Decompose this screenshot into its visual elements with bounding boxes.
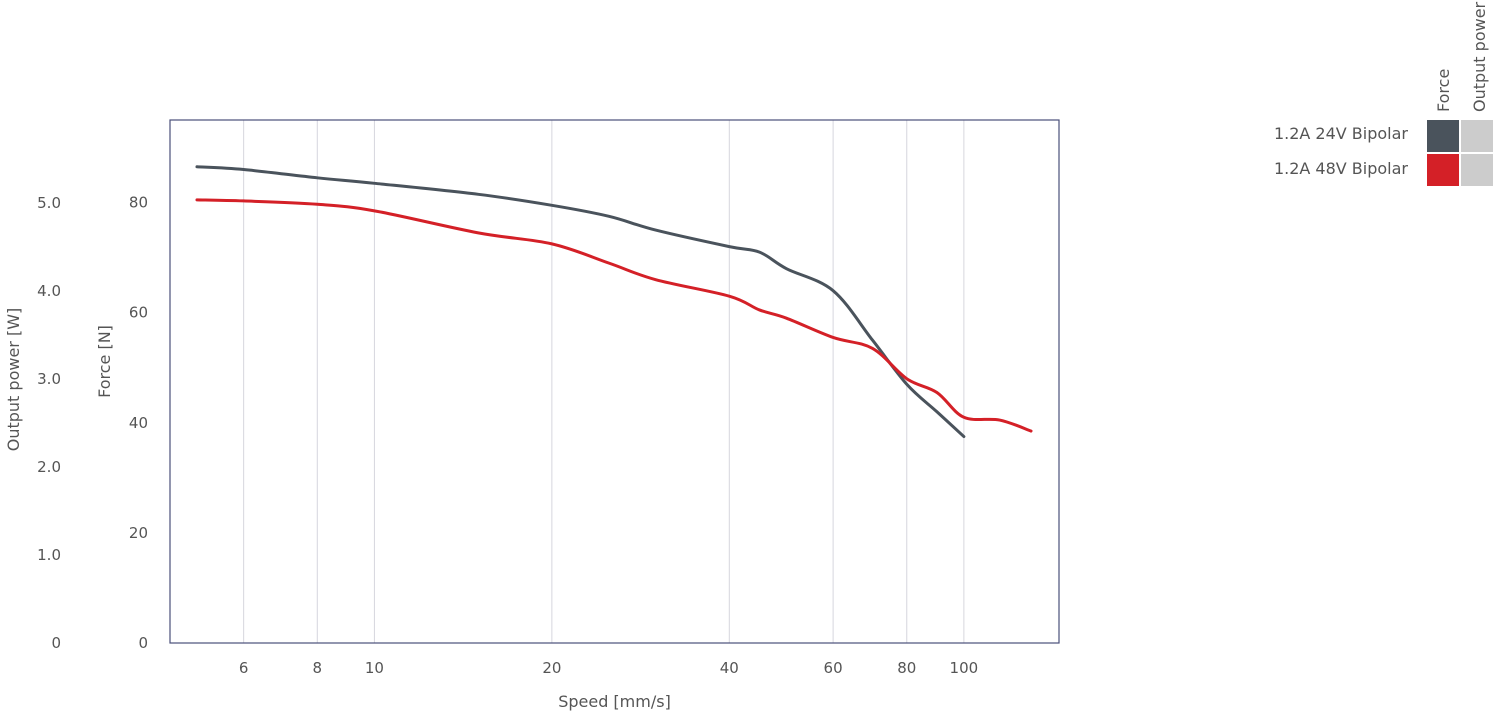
x-tick-label: 8: [313, 659, 323, 677]
x-tick-label: 10: [365, 659, 384, 677]
legend: Force Output power 1.2A 24V Bipolar 1.2A…: [1180, 0, 1500, 200]
legend-column-force: Force: [1434, 68, 1453, 112]
output-power-tick-label: 1.0: [37, 546, 61, 564]
output-power-tick-label: 0: [51, 634, 61, 652]
x-tick-label: 100: [950, 659, 979, 677]
series-line-1[interactable]: [195, 198, 1033, 433]
x-tick-label: 60: [824, 659, 843, 677]
legend-swatch-48v-output-power[interactable]: [1461, 154, 1493, 186]
force-tick-label: 20: [129, 524, 148, 542]
plot-area: [169, 119, 1060, 644]
x-tick-label: 40: [720, 659, 739, 677]
legend-label-48v: 1.2A 48V Bipolar: [1273, 159, 1408, 178]
force-axis-title: Force [N]: [95, 325, 114, 398]
series-layer: [195, 165, 1033, 439]
output-power-axis-ticks: 0 1.0 2.0 3.0 4.0 5.0: [37, 194, 61, 652]
series-line-0[interactable]: [195, 165, 966, 439]
output-power-axis-title: Output power [W]: [4, 308, 23, 452]
legend-swatch-24v-output-power[interactable]: [1461, 120, 1493, 152]
output-power-tick-label: 5.0: [37, 194, 61, 212]
legend-swatch-48v-force[interactable]: [1427, 154, 1459, 186]
x-tick-label: 20: [542, 659, 561, 677]
output-power-tick-label: 4.0: [37, 282, 61, 300]
x-tick-label: 80: [897, 659, 916, 677]
force-tick-label: 40: [129, 414, 148, 432]
output-power-tick-label: 3.0: [37, 370, 61, 388]
x-tick-label: 6: [239, 659, 249, 677]
legend-column-output-power: Output power: [1470, 1, 1489, 112]
grid-layer: [243, 120, 965, 643]
output-power-tick-label: 2.0: [37, 458, 61, 476]
x-axis-title: Speed [mm/s]: [558, 692, 671, 711]
force-tick-label: 60: [129, 304, 148, 322]
legend-swatch-24v-force[interactable]: [1427, 120, 1459, 152]
force-tick-label: 80: [129, 194, 148, 212]
legend-label-24v: 1.2A 24V Bipolar: [1273, 124, 1408, 143]
x-axis-ticks: 6 8 10 20 40 60 80 100: [239, 659, 978, 677]
force-axis-ticks: 0 20 40 60 80: [129, 194, 148, 652]
force-tick-label: 0: [138, 634, 148, 652]
